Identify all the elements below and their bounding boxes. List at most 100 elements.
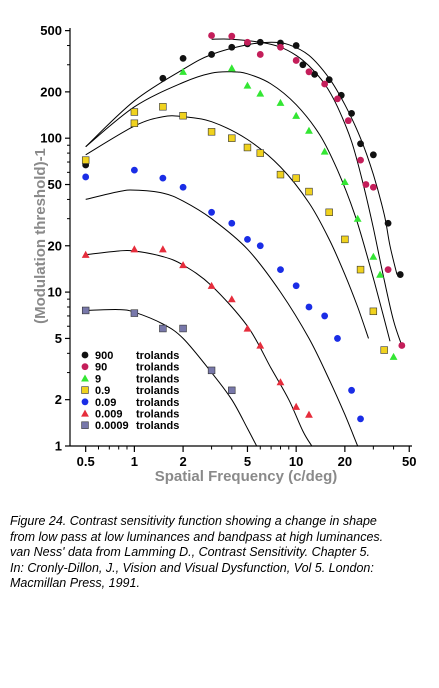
caption-line: Macmillan Press, 1991. [10,576,140,590]
data-point [334,335,341,342]
y-tick-label: 2 [55,392,62,407]
y-tick-label: 200 [40,84,62,99]
legend-label: 0.0009 [95,420,129,432]
data-point [159,103,167,111]
x-tick-label: 5 [244,454,251,469]
data-point [305,68,313,76]
legend-unit: trolands [136,362,179,374]
data-point [369,151,377,159]
data-point [256,341,265,349]
fit-curves [85,38,403,447]
data-point [227,64,236,72]
legend-unit: trolands [136,397,179,409]
legend-label: 9 [95,373,101,385]
data-point [243,324,252,332]
data-point [376,270,384,278]
legend-unit: trolands [136,420,179,432]
y-tick-label: 10 [48,285,62,300]
data-point [228,43,236,51]
data-point [256,242,264,250]
legend-unit: trolands [136,350,179,362]
legend-label: 900 [95,350,113,362]
data-point [81,250,90,258]
data-point [325,76,333,84]
x-tick-label: 10 [289,454,303,469]
data-point [276,98,285,106]
data-point [228,134,236,142]
data-point [207,281,216,289]
data-point [369,252,378,260]
data-point [340,177,349,186]
axes [69,28,412,447]
data-point [292,402,301,410]
contrast-sensitivity-chart: 1 2 5 10 20 50 100 200 500 0.5 1 2 5 10 20 50 Spatial … [32,23,416,485]
data-point [179,54,187,62]
data-point [305,187,313,196]
data-point [179,67,187,75]
x-tick-label: 1 [131,454,138,469]
data-point [369,183,377,191]
data-point [256,149,264,157]
data-point [353,214,362,222]
caption-line: In: Cronly-Dillon, J., Vision and Visual… [10,560,374,575]
figure-caption: Figure 24. Contrast sensitivity function… [10,514,435,592]
data-point [305,303,313,311]
data-point [159,74,167,82]
data-point [356,265,365,274]
data-point [299,61,307,69]
legend-marker [81,409,89,417]
legend-label: 90 [95,362,107,374]
legend-marker [81,374,89,382]
data-point [207,366,216,375]
x-tick-label: 2 [179,454,186,469]
data-point [292,282,300,290]
data-point [208,32,215,39]
data-point [344,117,352,125]
data-point [130,309,139,317]
data-point [256,38,264,46]
caption-line: van Ness' data from Lamming D., Contrast… [10,545,370,559]
data-point [398,342,406,349]
data-point [244,38,251,46]
legend-marker [81,421,89,429]
data-point [341,235,349,244]
data-point [256,51,264,58]
data-point [321,312,329,320]
x-axis-title: Spatial Frequency (c/deg) [155,468,338,485]
data-point [348,386,355,394]
data-point [243,143,252,152]
data-point [321,80,329,88]
data-point [357,415,364,423]
legend-marker [81,351,89,359]
data-point [384,219,392,227]
legend-marker [81,363,89,371]
fit-curve-0-0009 [85,309,258,447]
y-ticks: 1 2 5 10 20 50 100 200 500 [40,23,70,454]
y-tick-label: 20 [48,238,62,253]
data-point [292,174,300,182]
data-point [179,112,187,120]
data-point [130,166,138,174]
legend: 900 trolands 90 trolands 9 trolands 0.9 troland… [81,350,179,432]
legend-unit: trolands [136,373,179,385]
data-point [207,128,216,136]
data-point [243,81,252,89]
data-point [82,173,90,181]
data-point [362,181,370,188]
legend-marker [81,398,89,406]
caption-line: Figure 24. Contrast sensitivity function… [10,514,377,528]
data-point [81,306,90,315]
data-point [228,32,236,40]
legend-label: 0.09 [95,397,116,409]
x-ticks: 0.5 1 2 5 10 20 50 [77,446,416,469]
data-point [357,140,364,148]
fit-curve-9 [85,71,391,342]
data-point [179,324,187,333]
data-point [228,386,236,395]
y-tick-label: 500 [40,23,62,38]
data-point [292,111,301,119]
data-point [320,147,329,155]
data-point [228,219,236,227]
data-point [292,57,300,64]
legend-label: 0.009 [95,409,123,421]
